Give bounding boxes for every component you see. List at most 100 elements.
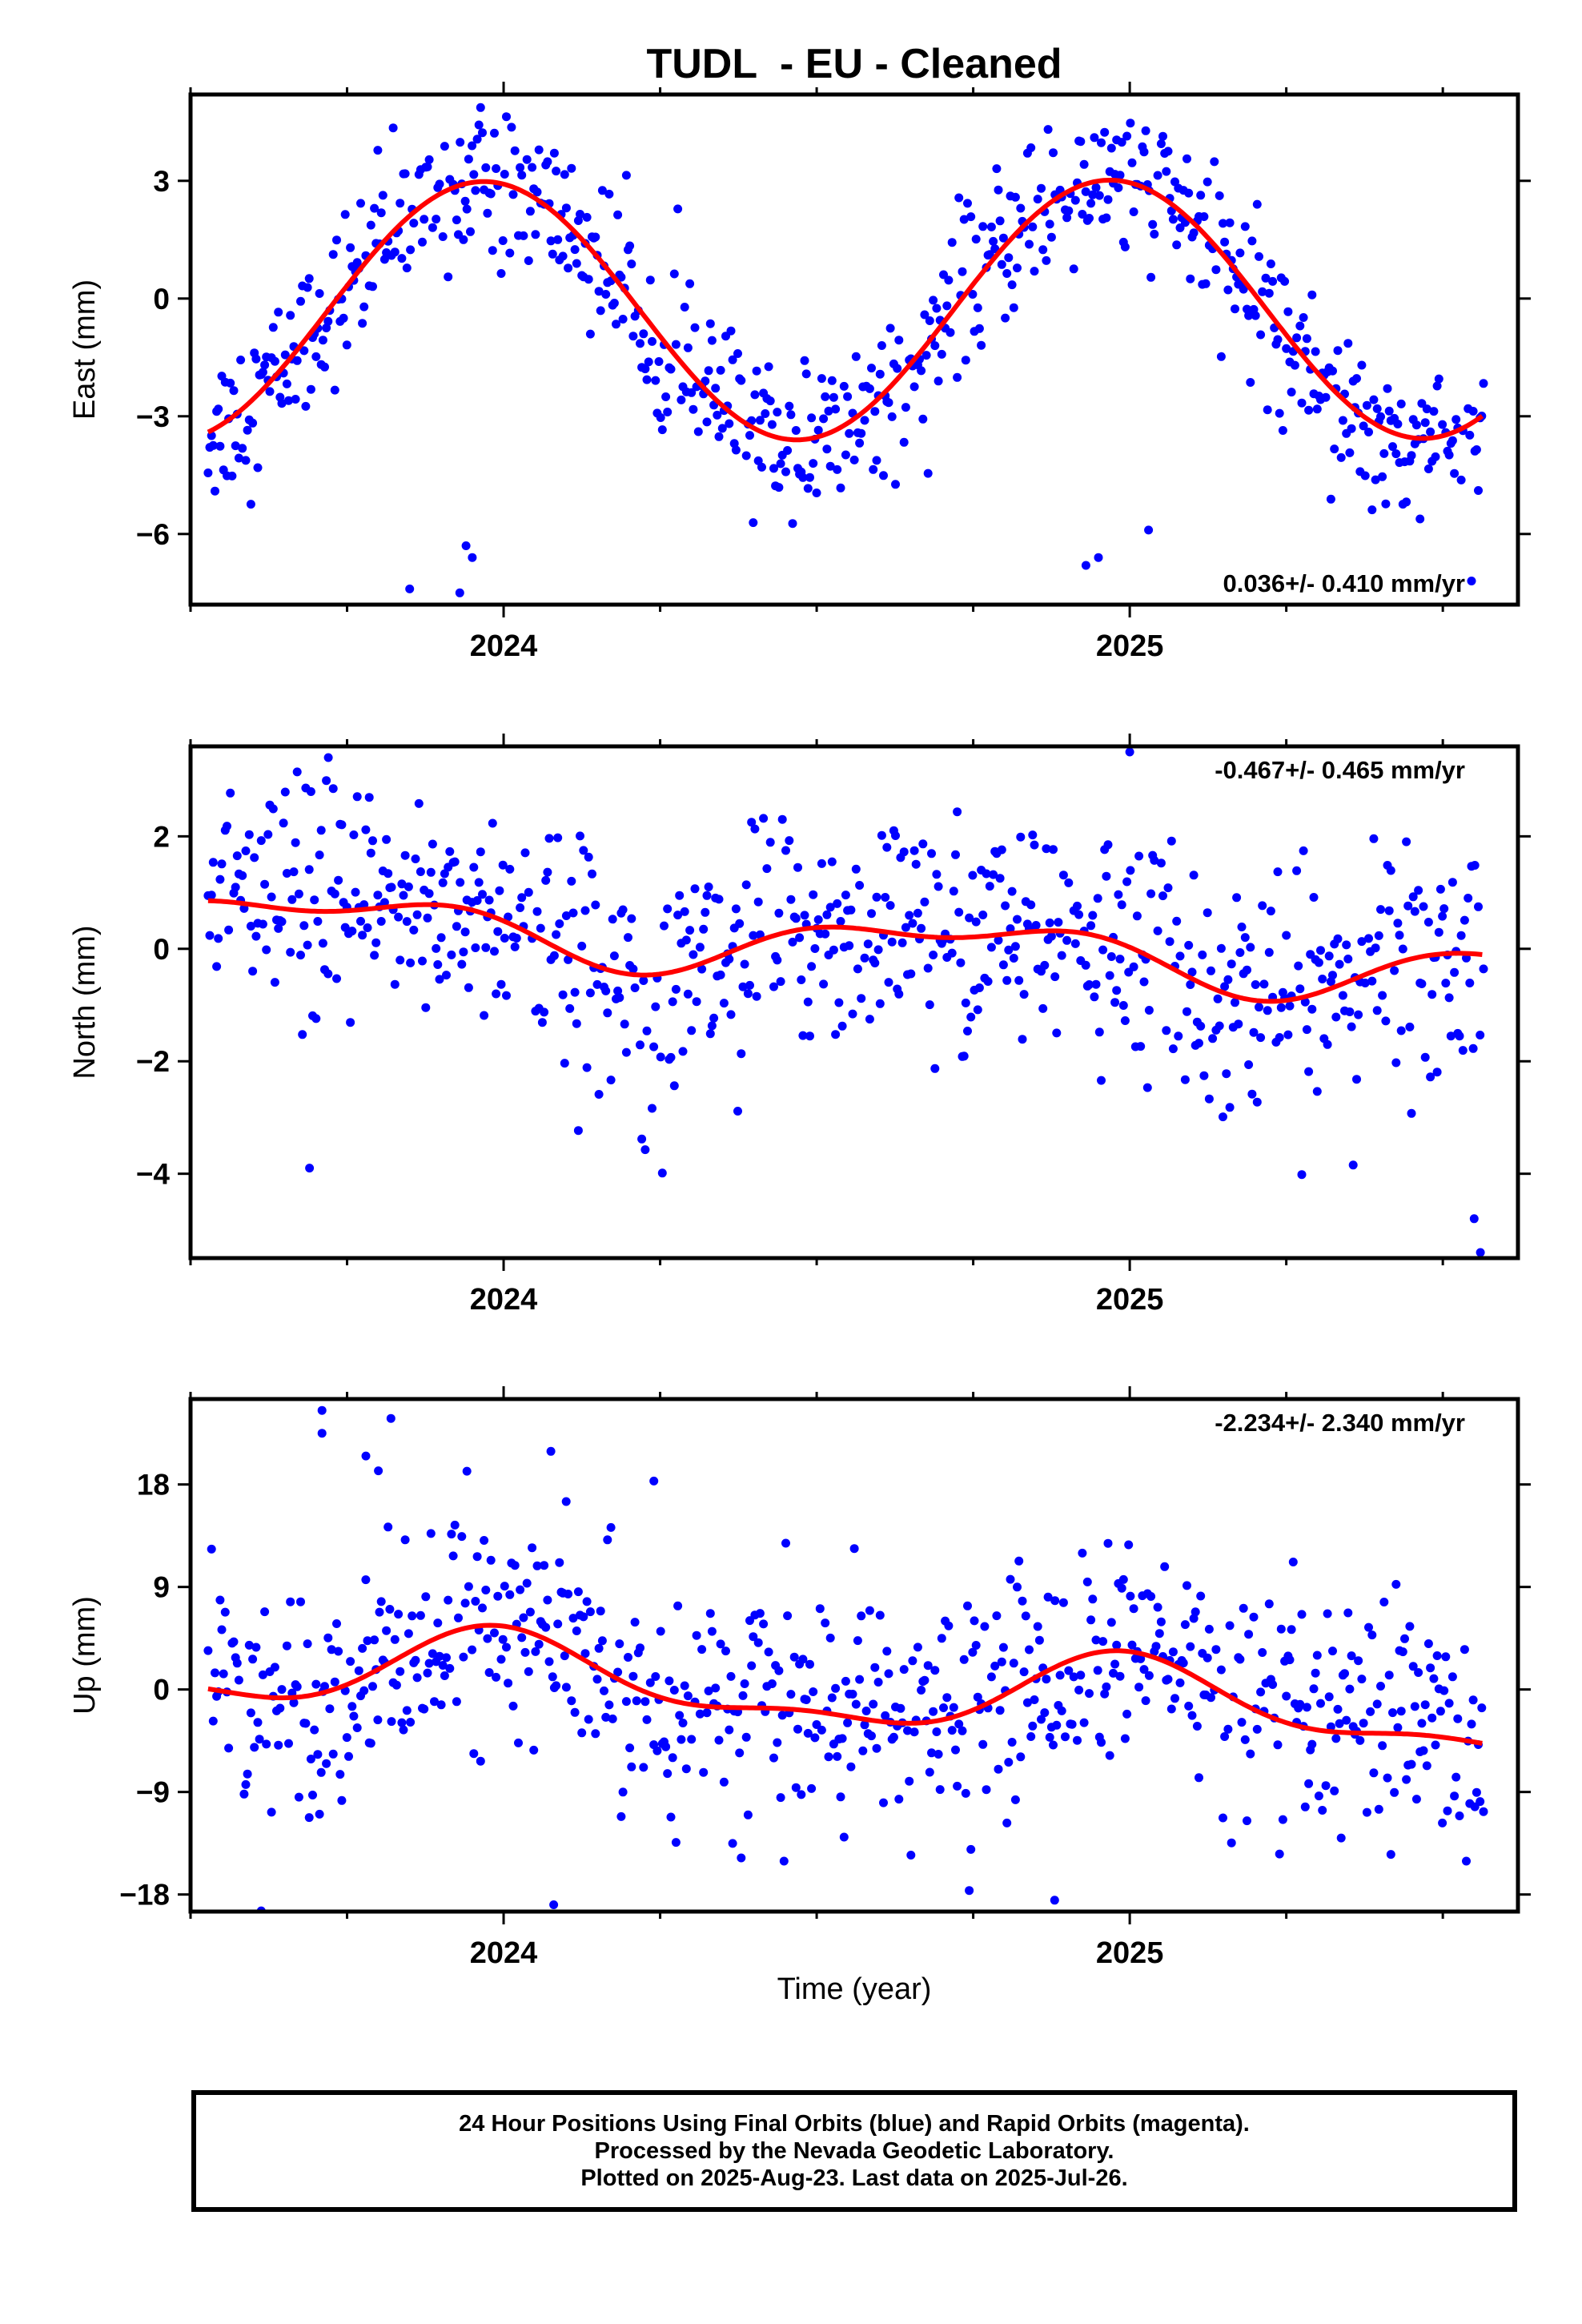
data-point	[1022, 1698, 1032, 1707]
data-point	[502, 1642, 511, 1652]
data-point	[322, 776, 331, 786]
data-point	[1186, 274, 1195, 283]
data-point	[652, 1746, 662, 1755]
data-point	[1396, 1026, 1406, 1035]
data-point	[885, 901, 895, 911]
data-point	[421, 1003, 431, 1012]
data-point	[1376, 905, 1385, 915]
data-point	[1371, 943, 1380, 953]
data-point	[998, 233, 1008, 243]
data-point	[444, 272, 453, 282]
data-point	[1222, 1069, 1231, 1079]
data-point	[368, 282, 377, 292]
data-point	[649, 1042, 659, 1051]
data-point	[997, 845, 1006, 854]
data-point	[1139, 1665, 1149, 1675]
data-point	[1273, 867, 1283, 877]
data-point	[887, 937, 897, 947]
data-point	[379, 255, 389, 264]
data-point	[1386, 1850, 1395, 1860]
data-point	[618, 315, 628, 324]
data-point	[1064, 1666, 1074, 1675]
data-point	[418, 956, 427, 966]
data-point	[525, 1607, 535, 1617]
data-point	[1311, 347, 1320, 356]
data-point	[1061, 1732, 1070, 1742]
data-point	[368, 836, 377, 846]
data-point	[978, 222, 988, 231]
data-point	[1300, 1802, 1310, 1811]
data-point	[241, 456, 251, 465]
data-point	[1093, 1666, 1102, 1675]
data-point	[243, 425, 252, 435]
data-point	[942, 301, 952, 311]
data-point	[1148, 219, 1158, 229]
data-point	[1009, 303, 1018, 312]
data-point	[397, 879, 407, 889]
data-point	[402, 917, 412, 927]
data-point	[1283, 1030, 1293, 1039]
data-point	[584, 852, 593, 862]
data-point	[725, 419, 734, 428]
data-point	[1057, 1706, 1066, 1715]
data-point	[805, 1031, 814, 1041]
data-point	[1122, 131, 1132, 141]
data-point	[1220, 1732, 1230, 1741]
data-point	[1153, 1602, 1162, 1612]
data-point	[773, 955, 782, 965]
data-point	[1129, 962, 1138, 971]
data-point	[632, 1696, 641, 1706]
data-point	[812, 1720, 821, 1729]
data-point	[743, 989, 753, 999]
data-point	[1144, 1671, 1154, 1680]
data-point	[608, 915, 617, 924]
data-point	[963, 1027, 972, 1035]
data-point	[299, 921, 309, 931]
data-point	[564, 955, 573, 964]
data-point	[848, 1690, 857, 1699]
data-point	[378, 191, 387, 200]
data-point	[469, 170, 479, 179]
data-point	[496, 1655, 506, 1664]
data-point	[624, 933, 632, 943]
data-point	[1381, 1016, 1391, 1026]
data-point	[788, 519, 797, 529]
data-point	[1215, 191, 1224, 200]
data-point	[1476, 1248, 1485, 1257]
data-point	[1396, 399, 1406, 408]
data-point	[786, 1690, 796, 1699]
data-point	[215, 875, 225, 884]
data-point	[1304, 1067, 1314, 1076]
data-point	[1240, 1735, 1250, 1744]
data-point	[262, 945, 271, 955]
data-point	[1395, 931, 1404, 940]
data-point	[1182, 1581, 1191, 1590]
data-point	[740, 959, 749, 969]
data-point	[215, 441, 225, 451]
data-point	[762, 864, 772, 874]
data-point	[478, 128, 487, 138]
data-point	[370, 1635, 379, 1645]
data-point	[432, 943, 441, 953]
data-point	[1354, 1010, 1363, 1019]
data-point	[466, 227, 475, 236]
data-point	[1364, 934, 1373, 943]
data-point	[798, 472, 808, 482]
data-point	[1372, 1699, 1382, 1709]
data-point	[1364, 428, 1373, 436]
data-point	[855, 1675, 865, 1684]
data-point	[764, 362, 773, 372]
data-point	[1004, 1758, 1014, 1767]
data-point	[423, 1668, 432, 1678]
data-point	[1010, 192, 1020, 202]
data-point	[373, 891, 383, 900]
data-point	[1037, 1715, 1046, 1724]
data-point	[1154, 1629, 1164, 1638]
data-point	[769, 1753, 778, 1763]
data-point	[323, 969, 333, 979]
data-point	[1186, 980, 1195, 989]
data-point	[977, 340, 986, 350]
data-point	[954, 1719, 964, 1729]
data-point	[402, 1706, 412, 1715]
data-point	[1150, 855, 1159, 865]
